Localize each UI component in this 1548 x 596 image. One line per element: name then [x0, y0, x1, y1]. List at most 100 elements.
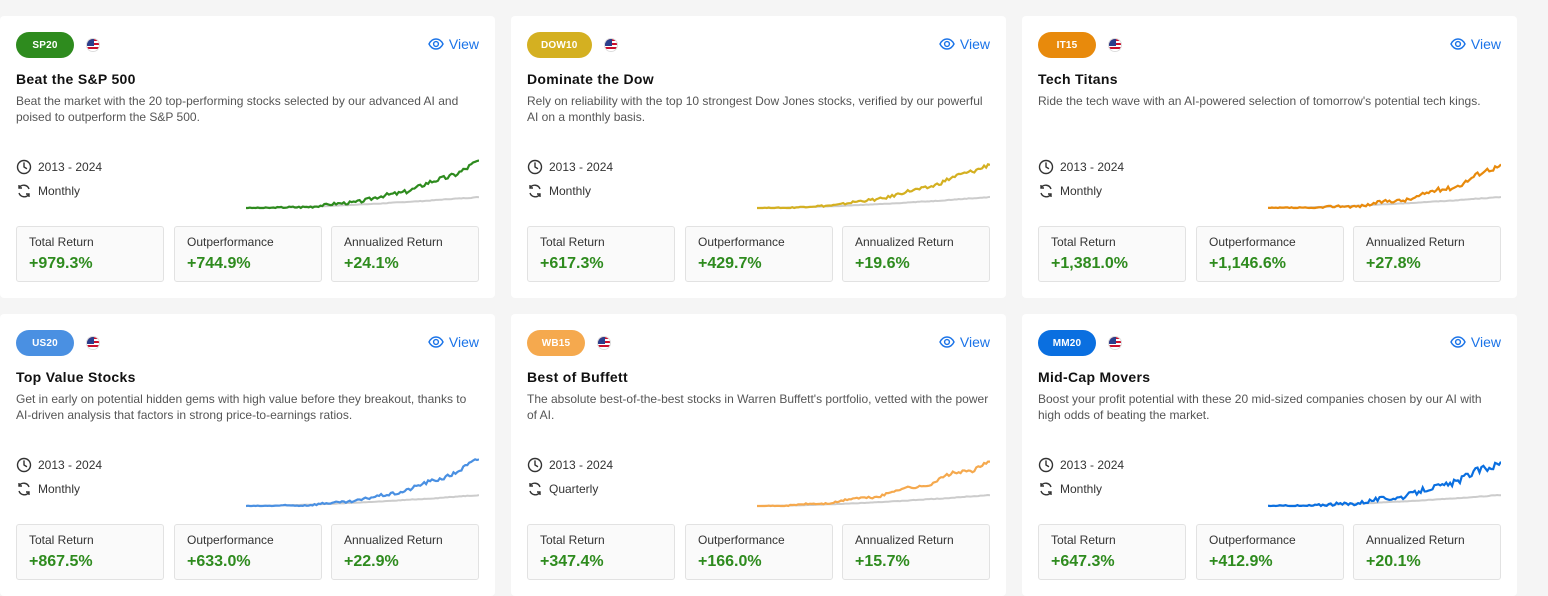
strategy-card-us20: US20 View Top Value Stocks Get in early …	[0, 314, 495, 596]
backtest-period: 2013 - 2024	[16, 457, 102, 473]
outperformance-value: +412.9%	[1209, 553, 1273, 570]
period-text: 2013 - 2024	[549, 160, 614, 174]
annualized-return-value: +24.1%	[344, 255, 399, 272]
us-flag-icon	[597, 336, 611, 350]
view-label: View	[959, 36, 990, 52]
us-flag-icon	[86, 38, 100, 52]
strategy-title: Tech Titans	[1038, 71, 1118, 87]
outperformance-value: +633.0%	[187, 553, 251, 570]
strategy-line	[757, 460, 990, 508]
eye-icon	[1450, 336, 1466, 348]
total-return-box: Total Return +347.4%	[527, 524, 675, 580]
refresh-icon	[529, 482, 541, 496]
strategy-description: The absolute best-of-the-best stocks in …	[527, 392, 989, 422]
rebalance-frequency: Quarterly	[527, 481, 598, 497]
refresh-icon	[529, 184, 541, 198]
eye-icon	[428, 336, 444, 348]
annualized-return-value: +27.8%	[1366, 255, 1421, 272]
performance-chart	[1268, 163, 1501, 210]
performance-chart	[757, 460, 990, 508]
clock-icon	[527, 457, 543, 473]
annualized-return-box: Annualized Return +24.1%	[331, 226, 479, 282]
clock-icon	[16, 159, 32, 175]
backtest-period: 2013 - 2024	[527, 457, 613, 473]
annualized-return-value: +22.9%	[344, 553, 399, 570]
strategy-line	[246, 159, 479, 210]
annualized-return-label: Annualized Return	[1366, 533, 1465, 547]
period-text: 2013 - 2024	[1060, 458, 1125, 472]
rebalance-frequency: Monthly	[16, 481, 80, 497]
total-return-value: +1,381.0%	[1051, 255, 1128, 272]
outperformance-box: Outperformance +1,146.6%	[1196, 226, 1344, 282]
view-button[interactable]: View	[1450, 36, 1501, 52]
strategy-card-dow10: DOW10 View Dominate the Dow Rely on reli…	[511, 16, 1006, 298]
backtest-period: 2013 - 2024	[16, 159, 102, 175]
total-return-value: +979.3%	[29, 255, 93, 272]
eye-icon	[1450, 38, 1466, 50]
view-button[interactable]: View	[939, 36, 990, 52]
strategy-card-wb15: WB15 View Best of Buffett The absolute b…	[511, 314, 1006, 596]
view-button[interactable]: View	[428, 36, 479, 52]
strategy-description: Boost your profit potential with these 2…	[1038, 392, 1482, 422]
strategy-line	[246, 458, 479, 508]
rebalance-frequency: Monthly	[16, 183, 80, 199]
strategy-card-mm20: MM20 View Mid-Cap Movers Boost your prof…	[1022, 314, 1517, 596]
clock-icon	[16, 457, 32, 473]
strategy-line	[1268, 163, 1501, 210]
outperformance-box: Outperformance +429.7%	[685, 226, 833, 282]
benchmark-line	[1268, 196, 1501, 209]
backtest-period: 2013 - 2024	[1038, 159, 1124, 175]
annualized-return-label: Annualized Return	[1366, 235, 1465, 249]
total-return-value: +647.3%	[1051, 553, 1115, 570]
outperformance-box: Outperformance +633.0%	[174, 524, 322, 580]
outperformance-label: Outperformance	[1209, 533, 1296, 547]
annualized-return-label: Annualized Return	[344, 533, 443, 547]
outperformance-label: Outperformance	[187, 533, 274, 547]
view-button[interactable]: View	[428, 334, 479, 350]
view-button[interactable]: View	[939, 334, 990, 350]
total-return-value: +867.5%	[29, 553, 93, 570]
strategy-badge: US20	[16, 330, 74, 356]
us-flag-icon	[604, 38, 618, 52]
performance-chart	[757, 162, 990, 210]
outperformance-label: Outperformance	[698, 533, 785, 547]
outperformance-value: +744.9%	[187, 255, 251, 272]
strategy-description: Ride the tech wave with an AI-powered se…	[1038, 94, 1481, 108]
annualized-return-label: Annualized Return	[855, 235, 954, 249]
annualized-return-value: +20.1%	[1366, 553, 1421, 570]
annualized-return-box: Annualized Return +19.6%	[842, 226, 990, 282]
frequency-text: Quarterly	[549, 482, 599, 496]
annualized-return-box: Annualized Return +22.9%	[331, 524, 479, 580]
strategy-badge: MM20	[1038, 330, 1096, 356]
rebalance-frequency: Monthly	[527, 183, 591, 199]
eye-icon	[939, 336, 955, 348]
performance-chart	[1268, 461, 1501, 508]
strategy-description: Get in early on potential hidden gems wi…	[16, 392, 467, 422]
outperformance-label: Outperformance	[1209, 235, 1296, 249]
period-text: 2013 - 2024	[1060, 160, 1125, 174]
frequency-text: Monthly	[1060, 482, 1103, 496]
clock-icon	[527, 159, 543, 175]
strategy-badge: SP20	[16, 32, 74, 58]
rebalance-frequency: Monthly	[1038, 183, 1102, 199]
annualized-return-value: +15.7%	[855, 553, 910, 570]
strategy-title: Top Value Stocks	[16, 369, 136, 385]
backtest-period: 2013 - 2024	[527, 159, 613, 175]
strategy-description: Rely on reliability with the top 10 stro…	[527, 94, 983, 124]
backtest-period: 2013 - 2024	[1038, 457, 1124, 473]
outperformance-box: Outperformance +744.9%	[174, 226, 322, 282]
outperformance-box: Outperformance +412.9%	[1196, 524, 1344, 580]
frequency-text: Monthly	[38, 184, 81, 198]
strategy-line	[1268, 461, 1501, 508]
strategy-badge: WB15	[527, 330, 585, 356]
strategy-description: Beat the market with the 20 top-performi…	[16, 94, 459, 124]
eye-icon	[428, 38, 444, 50]
period-text: 2013 - 2024	[38, 160, 103, 174]
annualized-return-box: Annualized Return +27.8%	[1353, 226, 1501, 282]
performance-chart	[246, 458, 479, 508]
frequency-text: Monthly	[1060, 184, 1103, 198]
view-button[interactable]: View	[1450, 334, 1501, 350]
view-label: View	[1470, 36, 1501, 52]
total-return-box: Total Return +979.3%	[16, 226, 164, 282]
period-text: 2013 - 2024	[549, 458, 614, 472]
